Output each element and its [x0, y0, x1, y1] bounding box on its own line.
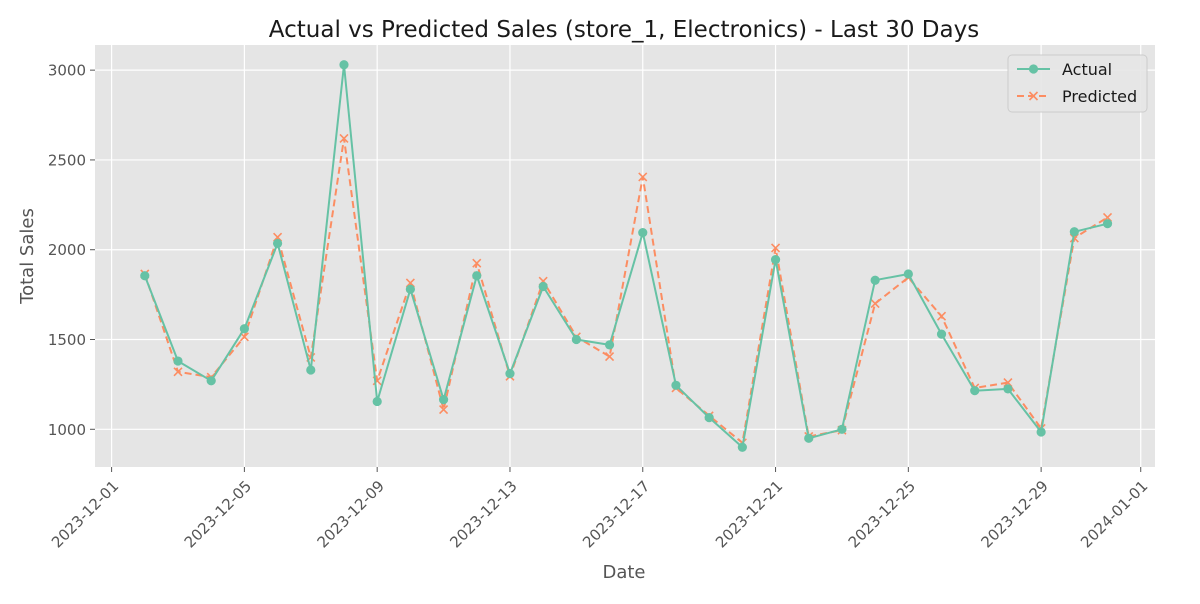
actual-point	[239, 324, 249, 334]
legend-marker-actual	[1028, 64, 1039, 74]
actual-point	[1036, 427, 1046, 437]
predicted-point	[339, 133, 349, 143]
x-tick-label: 2023-12-13	[446, 477, 520, 551]
y-axis-label: Total Sales	[17, 208, 38, 305]
actual-point	[671, 380, 681, 390]
x-tick-label: 2023-12-05	[181, 477, 255, 551]
actual-point	[903, 269, 913, 279]
y-tick-label: 2000	[48, 241, 86, 259]
x-tick-label: 2023-12-29	[978, 477, 1052, 551]
actual-point	[505, 369, 515, 379]
actual-point	[804, 433, 814, 443]
x-tick-label: 2023-12-09	[314, 477, 388, 551]
actual-point	[538, 281, 548, 292]
legend-marker-predicted	[1028, 91, 1039, 101]
x-tick-label: 2023-12-17	[579, 477, 653, 551]
y-tick-label: 1000	[48, 421, 86, 439]
plot-area	[95, 45, 1155, 467]
x-axis-ticks: 2023-12-01 2023-12-05 2023-12-09 2023-12-13…	[48, 467, 1151, 551]
actual-point	[438, 395, 449, 405]
actual-point	[173, 356, 183, 366]
legend: Actual Predicted	[1007, 54, 1148, 113]
grid-lines	[95, 45, 1155, 467]
legend-label: Predicted	[1062, 87, 1137, 106]
actual-point	[405, 284, 415, 294]
predicted-line	[143, 137, 1109, 444]
chart-title: Actual vs Predicted Sales (store_1, Elec…	[269, 17, 979, 43]
actual-point	[737, 442, 747, 452]
actual-point	[604, 340, 615, 350]
actual-point	[936, 329, 947, 339]
actual-point	[372, 396, 382, 407]
actual-point	[571, 334, 581, 345]
predicted-point	[936, 311, 947, 321]
series-actual	[140, 60, 1113, 452]
actual-point	[339, 60, 349, 70]
actual-point	[206, 376, 216, 386]
x-tick-label: 2024-01-01	[1077, 477, 1151, 551]
predicted-point	[604, 351, 615, 362]
y-axis-ticks: 1000 1500 2000 2500 3000	[48, 62, 95, 439]
actual-point	[837, 424, 847, 434]
actual-point	[1069, 227, 1079, 237]
actual-point	[1102, 219, 1113, 229]
actual-point	[272, 238, 283, 249]
actual-point	[1003, 384, 1013, 394]
actual-point	[770, 254, 781, 265]
predicted-point	[439, 404, 449, 415]
x-tick-label: 2023-12-01	[48, 477, 122, 551]
actual-line	[143, 63, 1108, 449]
actual-point	[704, 413, 714, 423]
actual-point	[472, 271, 482, 281]
x-tick-label: 2023-12-21	[712, 477, 786, 551]
legend-label: Actual	[1062, 60, 1112, 79]
x-tick-label: 2023-12-25	[845, 477, 919, 551]
y-tick-label: 3000	[48, 62, 86, 80]
predicted-point	[173, 367, 183, 377]
predicted-point	[870, 299, 880, 309]
series-layer	[140, 60, 1113, 452]
predicted-point	[638, 172, 648, 182]
predicted-point	[770, 243, 781, 253]
actual-point	[638, 228, 648, 238]
y-tick-label: 1500	[48, 331, 86, 349]
predicted-point	[472, 258, 482, 268]
actual-point	[870, 275, 880, 285]
actual-point	[140, 271, 150, 281]
x-axis-label: Date	[602, 562, 645, 583]
y-tick-label: 2500	[48, 151, 86, 169]
actual-point	[970, 386, 980, 396]
actual-point	[306, 365, 316, 375]
